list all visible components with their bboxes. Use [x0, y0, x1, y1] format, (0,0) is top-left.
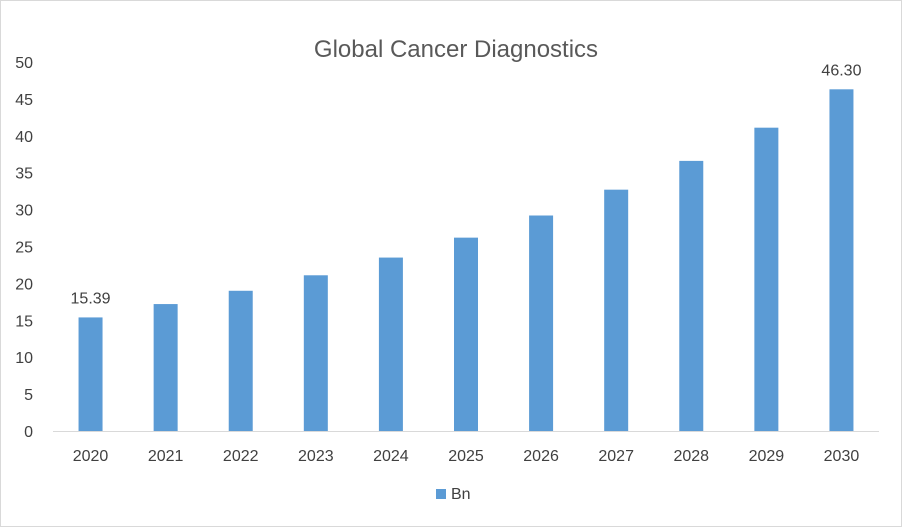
y-tick-label: 50 — [15, 55, 33, 72]
legend-label: Bn — [451, 486, 471, 503]
bar-2030 — [829, 89, 854, 431]
x-tick-label: 2026 — [523, 448, 559, 465]
bar-series — [78, 89, 854, 431]
bar-2027 — [604, 189, 629, 431]
x-axis: 2020 2021 2022 2023 2024 2025 2026 2027 2028 2029… — [53, 431, 879, 465]
x-tick-label: 2027 — [598, 448, 634, 465]
bar-2029 — [754, 127, 779, 431]
bar-2024 — [378, 257, 403, 431]
x-tick-label: 2024 — [373, 448, 409, 465]
y-axis: 0 5 10 15 20 25 30 35 40 45 50 — [15, 55, 33, 441]
y-tick-label: 45 — [15, 92, 33, 109]
x-tick-label: 2023 — [298, 448, 334, 465]
legend: Bn — [436, 486, 471, 503]
data-label-2020: 15.39 — [71, 290, 111, 307]
chart-title: Global Cancer Diagnostics — [314, 36, 598, 63]
bar-2022 — [228, 290, 253, 431]
legend-swatch — [436, 489, 446, 499]
x-tick-label: 2029 — [749, 448, 785, 465]
y-tick-label: 35 — [15, 166, 33, 183]
bar-2025 — [454, 237, 478, 431]
data-labels: 15.39 46.30 — [71, 62, 862, 307]
y-tick-label: 40 — [15, 129, 33, 146]
y-tick-label: 15 — [15, 313, 33, 330]
y-tick-label: 10 — [15, 350, 33, 367]
x-tick-label: 2030 — [824, 448, 860, 465]
x-tick-label: 2028 — [673, 448, 709, 465]
x-tick-label: 2025 — [448, 448, 484, 465]
bar-2028 — [679, 160, 704, 431]
y-tick-label: 5 — [24, 387, 33, 404]
x-tick-label: 2020 — [73, 448, 109, 465]
bar-2026 — [529, 215, 554, 431]
y-tick-label: 20 — [15, 276, 33, 293]
bar-2020 — [78, 317, 103, 431]
y-tick-label: 0 — [24, 424, 33, 441]
bar-2023 — [303, 275, 328, 431]
bar-2021 — [153, 304, 178, 431]
x-tick-label: 2021 — [148, 448, 184, 465]
x-tick-label: 2022 — [223, 448, 259, 465]
y-tick-label: 25 — [15, 240, 33, 257]
data-label-2030: 46.30 — [821, 62, 861, 79]
y-tick-label: 30 — [15, 203, 33, 220]
